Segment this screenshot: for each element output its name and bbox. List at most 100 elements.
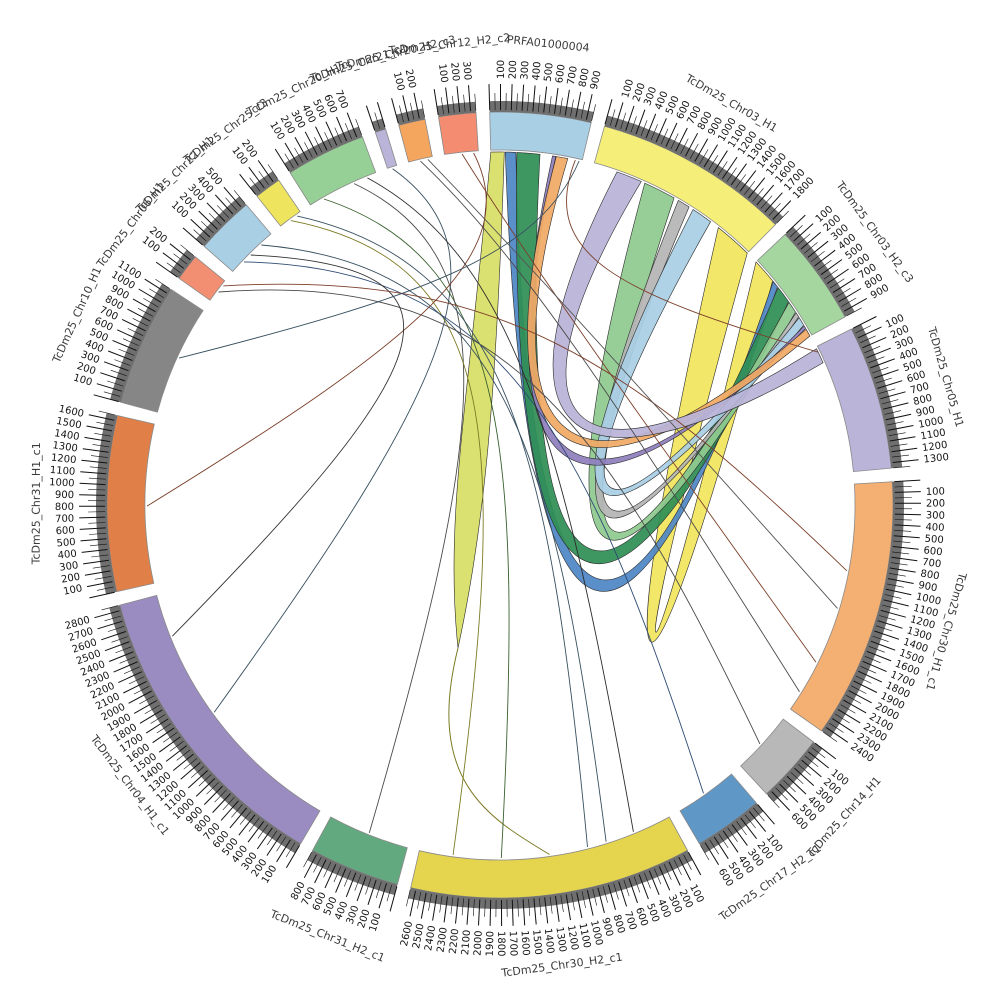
tick [88,477,106,480]
tick [814,742,837,760]
tick [239,811,252,825]
segment-tick-band [250,171,279,197]
tick [739,170,757,192]
tick [314,137,323,153]
tick [198,210,218,230]
tick [249,177,261,192]
tick [885,588,912,596]
tick [571,893,575,911]
tick [811,250,825,262]
tick [303,854,317,879]
tick [344,123,352,140]
tick [122,338,139,346]
tick [783,779,796,793]
tick [473,899,475,917]
link-line [223,283,848,572]
tick [613,883,619,900]
tick [172,753,194,771]
tick [884,594,902,599]
tick [840,704,856,714]
tick [79,516,106,519]
tick [149,288,164,298]
tick [832,718,855,734]
tick [800,231,822,250]
tick [132,318,149,327]
tick-label: 500 [543,62,556,82]
tick-label: 800 [55,502,74,513]
tick [892,551,910,555]
tick [848,690,872,704]
tick [118,348,135,356]
segment-tick-band [284,126,363,173]
tick [276,839,291,863]
tick-label: 100 [368,912,384,933]
tick [771,791,791,811]
tick [333,866,342,883]
tick [468,85,471,112]
segment-label: PRFA01000004 [506,33,590,55]
tick [391,98,399,124]
tick [756,184,775,206]
tick [166,262,181,273]
tick [533,898,537,925]
tick-label: 300 [59,560,79,574]
segment-arc [410,816,689,899]
tick [79,527,106,530]
tick [474,93,477,111]
tick [173,253,188,265]
segment-tick-band [489,100,594,123]
tick [684,132,699,157]
tick [699,149,709,165]
tick [527,93,529,112]
tick [862,336,887,349]
link-line [218,289,761,745]
tick [808,751,830,769]
tick [708,155,719,170]
tick [183,758,198,770]
tick [894,519,912,521]
tick [875,377,892,384]
tick [345,872,357,898]
tick [873,369,899,379]
tick [96,421,114,426]
segment-arc [593,125,776,253]
link-line [367,177,634,832]
tick [872,367,889,374]
tick-label: 800 [912,393,933,408]
tick-label: 700 [909,381,930,397]
tick [730,163,747,186]
tick [294,137,309,161]
tick [585,94,593,120]
tick [744,181,756,195]
link-line [213,168,452,713]
tick [892,546,919,550]
tick-label: 600 [55,525,75,537]
tick [820,259,843,276]
tick [356,876,367,902]
tick [544,897,549,924]
tick [96,383,122,392]
tick [248,817,260,832]
taper-ribbon-tail [448,647,550,855]
tick-label: 1600 [519,930,531,956]
tick [817,259,832,271]
tick [760,195,773,209]
tick [79,482,106,486]
tick [776,210,789,224]
segment-arc [398,118,433,163]
tick [144,278,167,294]
taper-ribbon [453,151,505,649]
tick-label: 700 [622,910,638,932]
tick [216,205,230,218]
tick [581,891,586,909]
tick [84,570,111,576]
tick-label: 800 [611,913,627,934]
tick [112,339,137,351]
tick-label: 100 [496,60,507,79]
tick [538,94,541,112]
tick [88,414,115,421]
tick [389,886,398,912]
tick [853,680,878,693]
